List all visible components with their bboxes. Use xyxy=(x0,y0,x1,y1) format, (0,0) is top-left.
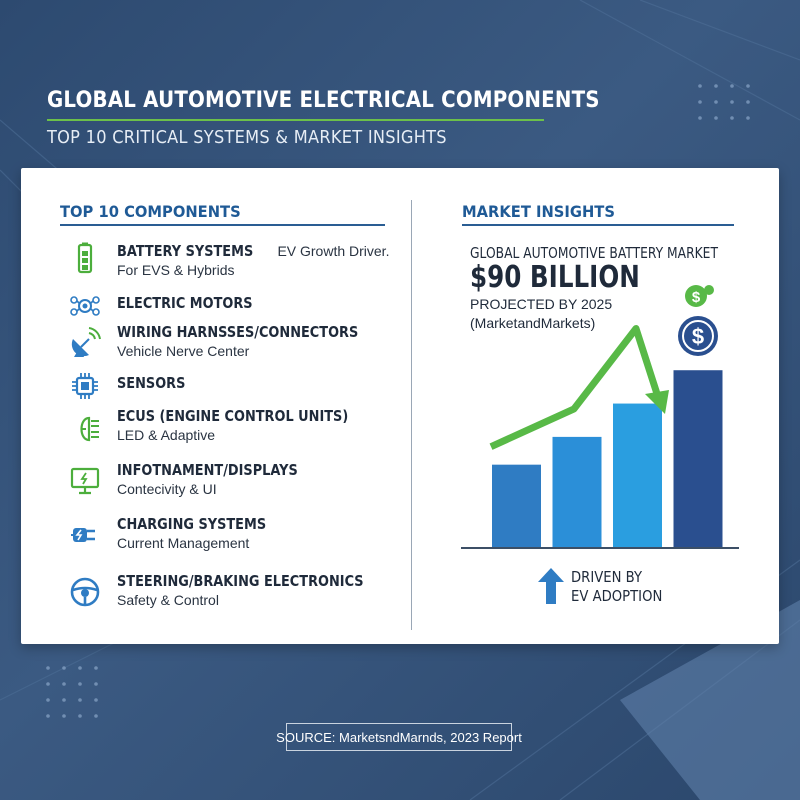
component-name: SENSORS xyxy=(117,374,186,392)
component-description: LED & Adaptive xyxy=(117,427,216,443)
satellite-dish-icon xyxy=(71,327,101,357)
monitor-icon xyxy=(70,467,100,495)
component-name: BATTERY SYSTEMS xyxy=(117,242,254,260)
component-item-charging: CHARGING SYSTEMS Current Management xyxy=(71,515,290,551)
component-item-battery: BATTERY SYSTEMS EV Growth Driver. For EVS… xyxy=(77,242,390,278)
trend-arrow-line xyxy=(489,325,663,450)
motor-icon xyxy=(70,296,100,316)
component-description: Vehicle Nerve Center xyxy=(117,343,250,359)
page-subtitle: TOP 10 CRITICAL SYSTEMS & MARKET INSIGHT… xyxy=(47,127,447,148)
driven-line-1: DRIVEN BY xyxy=(571,568,643,586)
chart-bar-3 xyxy=(613,403,662,548)
section-divider xyxy=(411,200,412,630)
component-name: INFOTNAMENT/DISPLAYS xyxy=(117,461,298,479)
component-name: ELECTRIC MOTORS xyxy=(117,294,253,312)
component-name: WIRING HARNSSES/CONNECTORS xyxy=(117,323,359,341)
chip-icon xyxy=(72,373,98,399)
component-item-infotainment: INFOTNAMENT/DISPLAYS Contecivity & UI xyxy=(70,461,327,497)
chart-bar-4 xyxy=(673,370,723,548)
driven-line-2: EV ADOPTION xyxy=(571,587,663,605)
component-item-sensors: SENSORS xyxy=(72,373,197,399)
market-value: $90 BILLION xyxy=(470,260,640,295)
svg-text:$: $ xyxy=(692,289,701,306)
header: GLOBAL AUTOMOTIVE ELECTRICAL COMPONENTS … xyxy=(47,88,600,148)
component-item-ecus: ECUS (ENGINE CONTROL UNITS) LED & Adapti… xyxy=(80,407,386,443)
component-name: CHARGING SYSTEMS xyxy=(117,515,267,533)
market-label: GLOBAL AUTOMOTIVE BATTERY MARKET xyxy=(470,244,718,262)
headlight-icon xyxy=(80,416,99,442)
source-citation: SOURCE: MarketsndMarnds, 2023 Report xyxy=(276,723,522,751)
component-item-electric-motors: ELECTRIC MOTORS xyxy=(70,294,275,316)
page-title: GLOBAL AUTOMOTIVE ELECTRICAL COMPONENTS xyxy=(47,88,600,113)
component-item-wiring: WIRING HARNSSES/CONNECTORS Vehicle Nerve… xyxy=(71,323,398,359)
steering-wheel-icon xyxy=(70,577,100,607)
charging-plug-icon xyxy=(71,528,95,542)
component-item-steering: STEERING/BRAKING ELECTRONICS Safety & Co… xyxy=(70,572,404,608)
market-projection: PROJECTED BY 2025 xyxy=(470,296,613,312)
components-section-title: TOP 10 COMPONENTS xyxy=(60,202,241,221)
components-section-rule xyxy=(60,224,385,226)
battery-icon xyxy=(77,242,93,274)
chart-bar-2 xyxy=(552,436,602,548)
component-description: Contecivity & UI xyxy=(117,481,217,497)
component-name: ECUS (ENGINE CONTROL UNITS) xyxy=(117,407,349,425)
market-section-title: MARKET INSIGHTS xyxy=(462,202,615,221)
trend-arrow-head xyxy=(645,390,669,414)
svg-text:$: $ xyxy=(692,324,704,349)
dollar-coin-icon: $ xyxy=(678,316,718,356)
market-source: (MarketandMarkets) xyxy=(470,315,596,331)
component-note: EV Growth Driver. xyxy=(277,243,390,259)
title-underline xyxy=(47,119,544,121)
chart-bar-1 xyxy=(492,464,541,548)
component-description: Safety & Control xyxy=(117,592,219,608)
market-section-rule xyxy=(462,224,734,226)
driven-by-text: DRIVEN BY EV ADOPTION xyxy=(571,568,662,606)
component-description: For EVS & Hybrids xyxy=(117,262,235,278)
small-dollar-coin-icon: $ xyxy=(685,285,714,307)
up-arrow-icon xyxy=(538,568,564,604)
growth-bar-chart: $ $ xyxy=(461,285,739,549)
content-card: TOP 10 COMPONENTS BATTERY SYSTEMS EV Grow… xyxy=(21,168,779,644)
component-name: STEERING/BRAKING ELECTRONICS xyxy=(117,572,364,590)
component-description: Current Management xyxy=(117,535,250,551)
